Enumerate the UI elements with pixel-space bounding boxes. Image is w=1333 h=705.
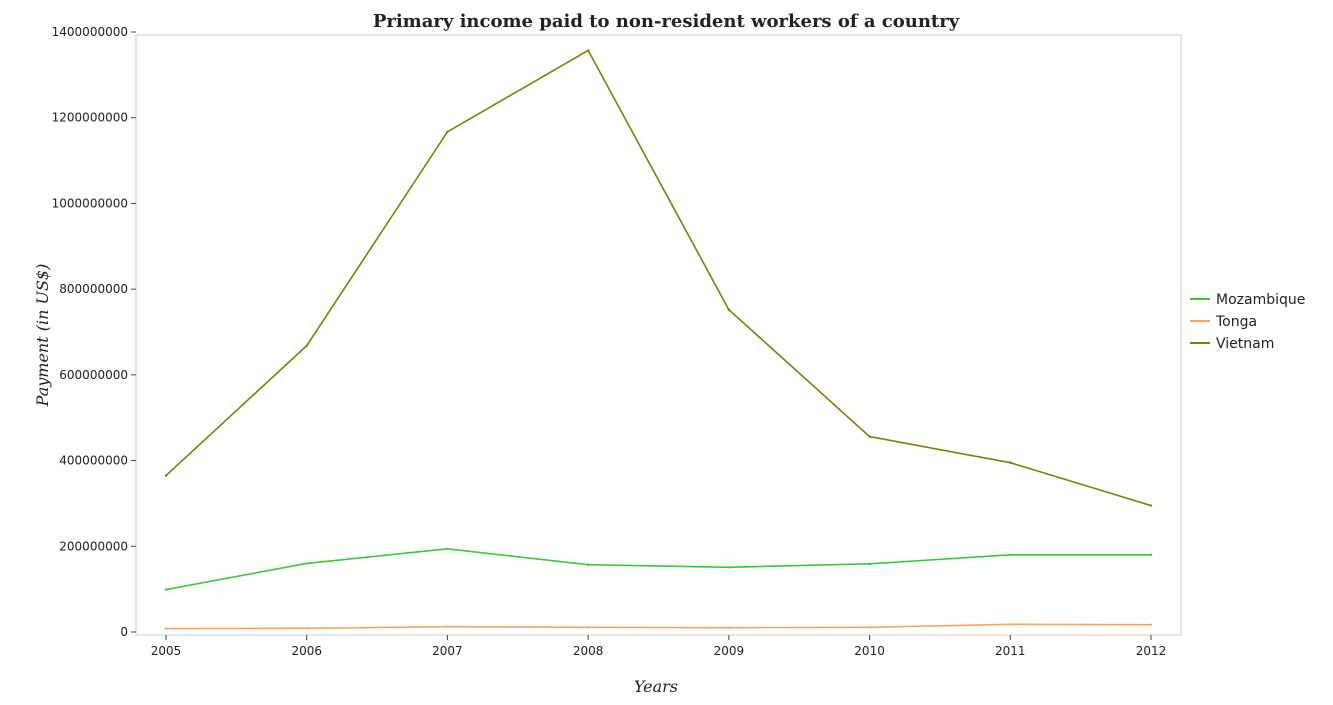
data-point-vietnam	[868, 435, 871, 438]
x-tick-label: 2006	[291, 644, 322, 658]
data-point-tonga	[586, 626, 590, 629]
y-tick-label: 400000000	[59, 454, 128, 468]
data-point-tonga	[305, 627, 308, 630]
data-point-tonga	[1009, 623, 1012, 626]
y-tick-label: 1200000000	[52, 111, 128, 125]
x-tick-label: 2007	[432, 644, 463, 658]
y-tick-label: 0	[120, 625, 128, 639]
data-point-tonga	[868, 626, 871, 629]
data-point-vietnam	[727, 308, 731, 311]
legend-label: Mozambique	[1216, 292, 1305, 308]
data-point-mozambique	[446, 547, 449, 551]
data-point-tonga	[727, 626, 731, 629]
y-tick-label: 600000000	[59, 368, 128, 382]
data-point-mozambique	[727, 566, 731, 569]
data-point-mozambique	[305, 562, 308, 565]
chart-title: Primary income paid to non-resident work…	[373, 11, 960, 32]
y-tick-label: 200000000	[59, 539, 128, 553]
data-point-vietnam	[305, 344, 308, 347]
series-line-mozambique	[165, 548, 1151, 591]
data-point-mozambique	[1149, 553, 1153, 557]
series-line-vietnam	[165, 49, 1152, 507]
series-line-tonga	[165, 623, 1152, 630]
data-point-vietnam	[164, 474, 168, 477]
y-tick-label: 1400000000	[52, 25, 128, 39]
legend-label: Tonga	[1215, 314, 1257, 330]
y-axis-label: Payment (in US$)	[33, 264, 52, 408]
plot-area	[135, 34, 1182, 636]
data-point-mozambique	[586, 563, 590, 566]
y-axis: 0 200000000 400000000 600000000 800000000 100…	[52, 25, 136, 639]
x-tick-label: 2009	[714, 644, 745, 658]
x-tick-label: 2012	[1136, 644, 1167, 658]
data-point-vietnam	[586, 49, 590, 52]
x-tick-label: 2011	[995, 644, 1026, 658]
data-point-mozambique	[164, 588, 168, 591]
x-axis: 2005 2006 2007 2008 2009 2010 2011 2012	[151, 635, 1167, 658]
legend-label: Vietnam	[1216, 336, 1274, 352]
data-point-mozambique	[868, 562, 871, 566]
data-point-vietnam	[446, 130, 449, 134]
x-axis-label: Years	[634, 677, 678, 696]
data-point-tonga	[446, 625, 449, 628]
x-tick-label: 2008	[573, 644, 604, 658]
y-tick-label: 800000000	[59, 282, 128, 296]
data-point-tonga	[164, 627, 168, 630]
data-point-mozambique	[1009, 553, 1012, 557]
series-layer	[164, 49, 1153, 630]
y-tick-label: 1000000000	[52, 196, 128, 210]
x-tick-label: 2010	[854, 644, 885, 658]
data-point-vietnam	[1009, 461, 1012, 464]
legend: Mozambique Tonga Vietnam	[1190, 292, 1305, 352]
data-point-vietnam	[1149, 504, 1153, 507]
data-point-tonga	[1149, 623, 1153, 626]
x-tick-label: 2005	[151, 644, 182, 658]
